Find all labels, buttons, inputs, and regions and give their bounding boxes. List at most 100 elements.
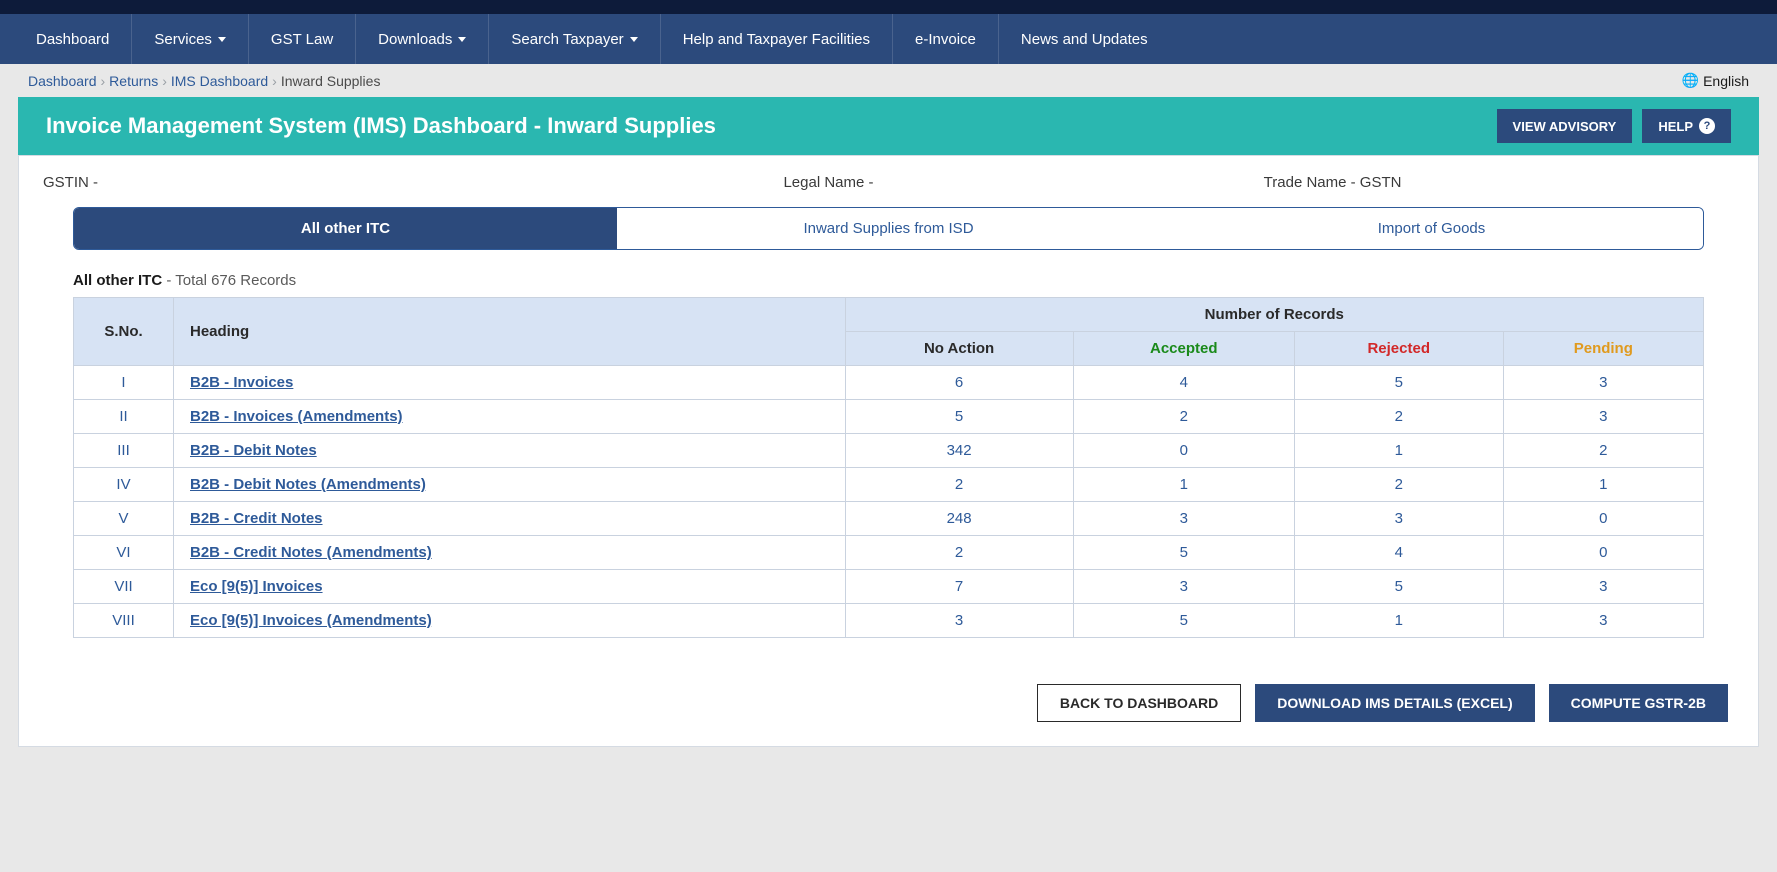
- cell-heading: B2B - Invoices: [174, 366, 846, 400]
- page-header: Invoice Management System (IMS) Dashboar…: [18, 97, 1759, 155]
- breadcrumb-dashboard[interactable]: Dashboard: [28, 73, 97, 89]
- cell-pending: 0: [1503, 536, 1703, 570]
- cell-pending: 3: [1503, 570, 1703, 604]
- cell-heading: Eco [9(5)] Invoices (Amendments): [174, 604, 846, 638]
- breadcrumb-ims-dashboard[interactable]: IMS Dashboard: [171, 73, 268, 89]
- taxpayer-info: GSTIN - Legal Name - Trade Name - GSTN: [43, 170, 1734, 207]
- help-label: HELP: [1658, 119, 1693, 134]
- th-heading: Heading: [174, 298, 846, 366]
- nav-item-gst-law[interactable]: GST Law: [249, 14, 356, 64]
- breadcrumb: Dashboard›Returns›IMS Dashboard›Inward S…: [28, 73, 380, 89]
- heading-link[interactable]: B2B - Invoices: [190, 374, 293, 391]
- table-row: VIIIEco [9(5)] Invoices (Amendments)3513: [74, 604, 1704, 638]
- records-table: S.No. Heading Number of Records No Actio…: [73, 297, 1704, 638]
- section-title-bold: All other ITC: [73, 272, 162, 289]
- th-accepted: Accepted: [1073, 332, 1294, 366]
- breadcrumb-inward-supplies: Inward Supplies: [281, 73, 381, 89]
- heading-link[interactable]: Eco [9(5)] Invoices (Amendments): [190, 612, 432, 629]
- heading-link[interactable]: B2B - Debit Notes (Amendments): [190, 476, 426, 493]
- cell-sno: II: [74, 400, 174, 434]
- chevron-down-icon: [458, 37, 466, 42]
- main-nav: DashboardServicesGST LawDownloadsSearch …: [0, 14, 1777, 64]
- trade-name-label: Trade Name - GSTN: [1144, 174, 1734, 191]
- cell-no-action: 5: [845, 400, 1073, 434]
- tab-all-other-itc[interactable]: All other ITC: [74, 208, 617, 249]
- breadcrumb-returns[interactable]: Returns: [109, 73, 158, 89]
- cell-sno: VI: [74, 536, 174, 570]
- help-button[interactable]: HELP ?: [1642, 109, 1731, 143]
- table-row: IIIB2B - Debit Notes342012: [74, 434, 1704, 468]
- table-row: IVB2B - Debit Notes (Amendments)2121: [74, 468, 1704, 502]
- heading-link[interactable]: B2B - Credit Notes: [190, 510, 323, 527]
- breadcrumb-sep: ›: [162, 73, 167, 89]
- table-row: I B2B - Invoices 6453: [74, 366, 1704, 400]
- page-title: Invoice Management System (IMS) Dashboar…: [46, 113, 716, 139]
- cell-sno: V: [74, 502, 174, 536]
- cell-no-action: 2: [845, 468, 1073, 502]
- cell-heading: B2B - Credit Notes: [174, 502, 846, 536]
- table-row: VIIEco [9(5)] Invoices7353: [74, 570, 1704, 604]
- nav-item-services[interactable]: Services: [132, 14, 249, 64]
- compute-gstr2b-button[interactable]: COMPUTE GSTR-2B: [1549, 684, 1728, 722]
- cell-no-action: 342: [845, 434, 1073, 468]
- back-to-dashboard-button[interactable]: BACK TO DASHBOARD: [1037, 684, 1241, 722]
- cell-sno: VIII: [74, 604, 174, 638]
- nav-item-downloads[interactable]: Downloads: [356, 14, 489, 64]
- chevron-down-icon: [630, 37, 638, 42]
- cell-heading: B2B - Invoices (Amendments): [174, 400, 846, 434]
- cell-pending: 3: [1503, 366, 1703, 400]
- breadcrumb-sep: ›: [272, 73, 277, 89]
- cell-sno: VII: [74, 570, 174, 604]
- cell-accepted: 4: [1073, 366, 1294, 400]
- nav-item-dashboard[interactable]: Dashboard: [8, 14, 132, 64]
- tab-inward-supplies-from-isd[interactable]: Inward Supplies from ISD: [617, 208, 1160, 249]
- cell-rejected: 2: [1294, 468, 1503, 502]
- language-label: English: [1703, 73, 1749, 89]
- cell-rejected: 5: [1294, 366, 1503, 400]
- heading-link[interactable]: Eco [9(5)] Invoices: [190, 578, 323, 595]
- cell-pending: 3: [1503, 400, 1703, 434]
- th-group: Number of Records: [845, 298, 1703, 332]
- cell-pending: 3: [1503, 604, 1703, 638]
- cell-sno: I: [74, 366, 174, 400]
- cell-no-action: 248: [845, 502, 1073, 536]
- chevron-down-icon: [218, 37, 226, 42]
- cell-rejected: 2: [1294, 400, 1503, 434]
- cell-accepted: 5: [1073, 604, 1294, 638]
- cell-pending: 1: [1503, 468, 1703, 502]
- nav-item-help-and-taxpayer-facilities[interactable]: Help and Taxpayer Facilities: [661, 14, 893, 64]
- cell-heading: B2B - Credit Notes (Amendments): [174, 536, 846, 570]
- heading-link[interactable]: B2B - Debit Notes: [190, 442, 317, 459]
- tab-import-of-goods[interactable]: Import of Goods: [1160, 208, 1703, 249]
- table-row: VB2B - Credit Notes248330: [74, 502, 1704, 536]
- cell-accepted: 3: [1073, 570, 1294, 604]
- nav-item-search-taxpayer[interactable]: Search Taxpayer: [489, 14, 660, 64]
- cell-accepted: 0: [1073, 434, 1294, 468]
- heading-link[interactable]: B2B - Credit Notes (Amendments): [190, 544, 432, 561]
- top-strip: [0, 0, 1777, 14]
- cell-sno: III: [74, 434, 174, 468]
- download-ims-button[interactable]: DOWNLOAD IMS DETAILS (EXCEL): [1255, 684, 1534, 722]
- globe-icon: 🌐: [1682, 72, 1699, 89]
- cell-no-action: 6: [845, 366, 1073, 400]
- gstin-label: GSTIN -: [43, 174, 513, 191]
- cell-no-action: 3: [845, 604, 1073, 638]
- help-icon: ?: [1699, 118, 1715, 134]
- heading-link[interactable]: B2B - Invoices (Amendments): [190, 408, 403, 425]
- legal-name-label: Legal Name -: [593, 174, 1063, 191]
- cell-sno: IV: [74, 468, 174, 502]
- cell-pending: 0: [1503, 502, 1703, 536]
- cell-rejected: 5: [1294, 570, 1503, 604]
- cell-rejected: 1: [1294, 604, 1503, 638]
- th-pending: Pending: [1503, 332, 1703, 366]
- language-selector[interactable]: 🌐 English: [1682, 72, 1749, 89]
- cell-accepted: 2: [1073, 400, 1294, 434]
- cell-pending: 2: [1503, 434, 1703, 468]
- th-no-action: No Action: [845, 332, 1073, 366]
- nav-item-e-invoice[interactable]: e-Invoice: [893, 14, 999, 64]
- cell-rejected: 4: [1294, 536, 1503, 570]
- cell-accepted: 5: [1073, 536, 1294, 570]
- table-row: IIB2B - Invoices (Amendments)5223: [74, 400, 1704, 434]
- view-advisory-button[interactable]: VIEW ADVISORY: [1497, 109, 1633, 143]
- nav-item-news-and-updates[interactable]: News and Updates: [999, 14, 1170, 64]
